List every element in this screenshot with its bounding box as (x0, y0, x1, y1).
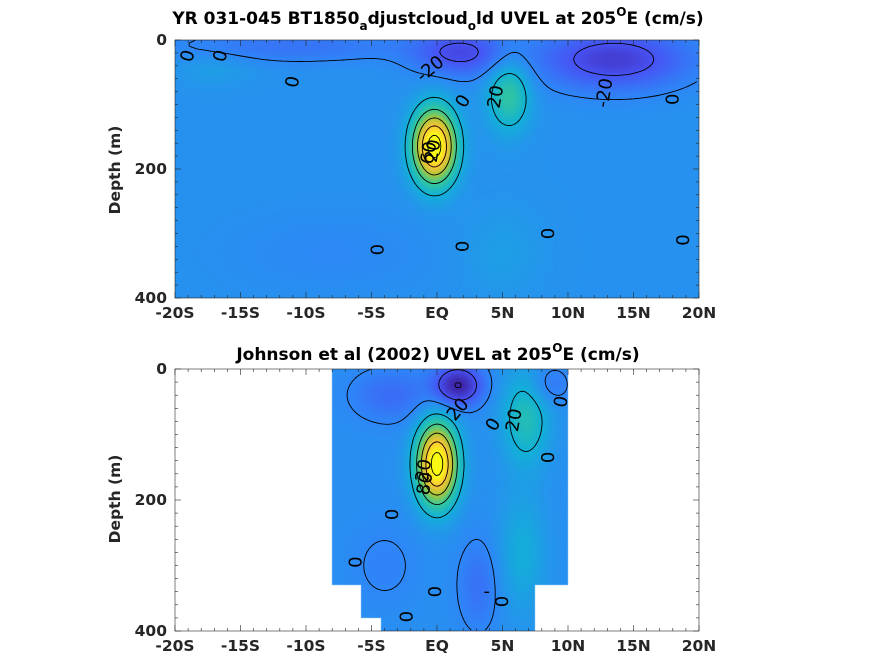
top-x-tick-label: 10N (551, 304, 586, 322)
bottom-x-tick-label: 15N (616, 637, 651, 655)
bottom-contour-20 (409, 390, 543, 519)
top-y-tick-label: 400 (135, 289, 168, 307)
top-y-axis-label: Depth (m) (106, 126, 124, 215)
top-contour-label: 60 (417, 140, 442, 166)
top-x-tick-label: 15N (616, 304, 651, 322)
top-contour-label: 0 (368, 244, 389, 255)
bottom-contour-label: 80 (413, 470, 438, 496)
bottom-contour-label: 20 (502, 407, 527, 433)
top-contour-label: 0 (662, 94, 683, 105)
top-contour-label: -20 (592, 77, 618, 110)
top-contour-label: 0 (673, 234, 694, 245)
bottom-contour--20 (438, 369, 477, 401)
top-x-tick-label: -20S (155, 304, 194, 322)
top-x-tick-label: 5N (491, 304, 515, 322)
bottom-contour-80 (425, 441, 449, 487)
bottom-y-axis-label: Depth (m) (106, 455, 124, 544)
bottom-title: Johnson et al (2002) UVEL at 205OE (cm/s… (235, 341, 639, 365)
top-contour-label: 20 (421, 138, 446, 164)
bottom-x-tick-label: 20N (682, 637, 717, 655)
top-contour-lines (188, 40, 698, 197)
top-x-tick-label: -10S (286, 304, 325, 322)
bottom-panel: Johnson et al (2002) UVEL at 205OE (cm/s… (106, 341, 716, 655)
bottom-contour-label: 0 (538, 452, 559, 463)
bottom-x-tick-label: -15S (221, 637, 260, 655)
top-x-tick-label: EQ (425, 304, 449, 322)
top-x-tick-label: 20N (682, 304, 717, 322)
bottom-contour-0 (346, 369, 568, 631)
bottom-contour-100 (430, 452, 444, 476)
bottom-x-tick-label: -10S (286, 637, 325, 655)
top-contour-100 (427, 135, 442, 158)
bottom-contour-label: 0 (382, 509, 403, 520)
bottom-contour-label: 0 (345, 556, 366, 567)
bottom-contour--40 (454, 382, 462, 389)
bottom-contour-label: 20 (412, 457, 437, 483)
top-heatmap-image (175, 40, 699, 298)
top-contour-60 (417, 117, 452, 176)
top-x-tick-label: -15S (221, 304, 260, 322)
bottom-contour-40 (416, 423, 458, 506)
top-y-tick-label: 0 (156, 31, 167, 49)
top-panel: YR 031-045 BT1850adjustcloudold UVEL at … (106, 5, 716, 322)
bottom-y-tick-label: 0 (156, 360, 167, 378)
top-contour-0 (188, 40, 698, 101)
bottom-contour-label: 0 (425, 586, 446, 597)
top-contour-80 (421, 125, 447, 168)
top-contour--20 (439, 42, 655, 76)
bottom-contour-label: 0 (492, 596, 513, 607)
bottom-x-tick-label: EQ (425, 637, 449, 655)
bottom-heatmap-image (175, 369, 699, 631)
bottom-x-tick-label: 10N (551, 637, 586, 655)
bottom-x-tick-label: -20S (155, 637, 194, 655)
top-contour-label: 0 (282, 74, 305, 89)
top-contour-label: 20 (484, 84, 509, 110)
top-title: YR 031-045 BT1850adjustcloudold UVEL at … (171, 5, 703, 33)
bottom-y-tick-label: 400 (135, 622, 168, 640)
top-contour-label: 0 (538, 228, 559, 239)
bottom-contour-60 (420, 432, 454, 496)
top-contour-label: 0 (453, 241, 474, 252)
bottom-y-tick-label: 200 (135, 491, 168, 509)
bottom-x-tick-label: -5S (357, 637, 385, 655)
top-x-tick-label: -5S (357, 304, 385, 322)
top-contour-20 (404, 73, 527, 197)
top-contour-40 (411, 108, 457, 184)
top-contour-label: 0 (209, 48, 232, 64)
top-contour-label: 0 (176, 48, 199, 64)
bottom-x-tick-label: 5N (491, 637, 515, 655)
bottom-contour-label: 0 (550, 394, 573, 409)
top-y-tick-label: 200 (135, 160, 168, 178)
bottom-contour-lines (346, 369, 568, 631)
bottom-contour-label: 0 (396, 611, 417, 622)
bottom-contour-label: - (484, 581, 491, 602)
